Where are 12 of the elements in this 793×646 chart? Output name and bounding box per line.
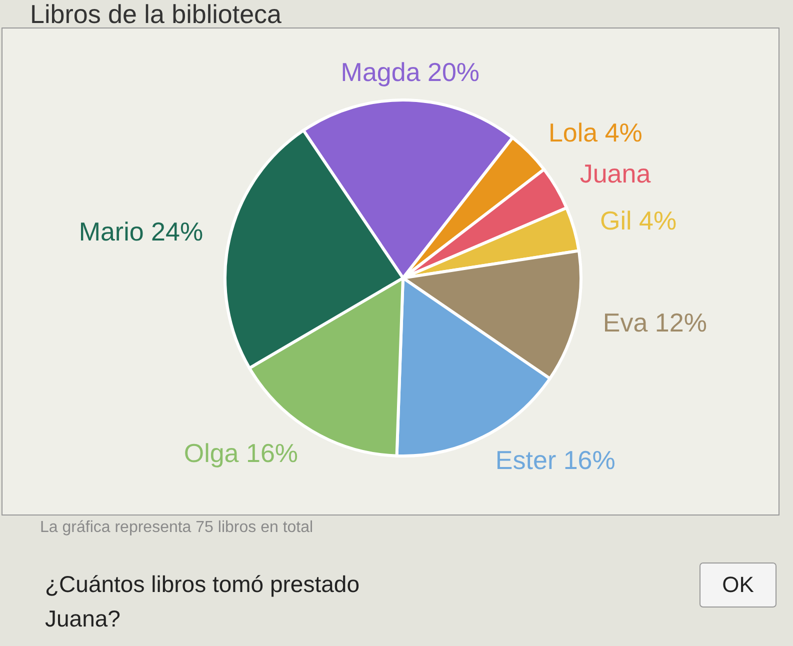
slice-label: Gil 4%	[600, 205, 677, 236]
chart-title: Libros de la biblioteca	[30, 0, 282, 29]
slice-label: Ester 16%	[495, 444, 616, 475]
slice-label: Olga 16%	[184, 438, 298, 468]
text: La gráfica representa 75 libros en total	[40, 519, 314, 536]
slice-label: Eva 12%	[602, 307, 707, 338]
slice-label: Magda 20%	[340, 57, 480, 88]
slice-label: Juana	[580, 158, 652, 188]
text: OK	[722, 572, 754, 597]
text: ¿Cuántos libros tomó prestado Juana?	[45, 571, 360, 632]
slice-label: Lola 4%	[548, 118, 642, 148]
slice-label: Mario 24%	[78, 216, 204, 247]
